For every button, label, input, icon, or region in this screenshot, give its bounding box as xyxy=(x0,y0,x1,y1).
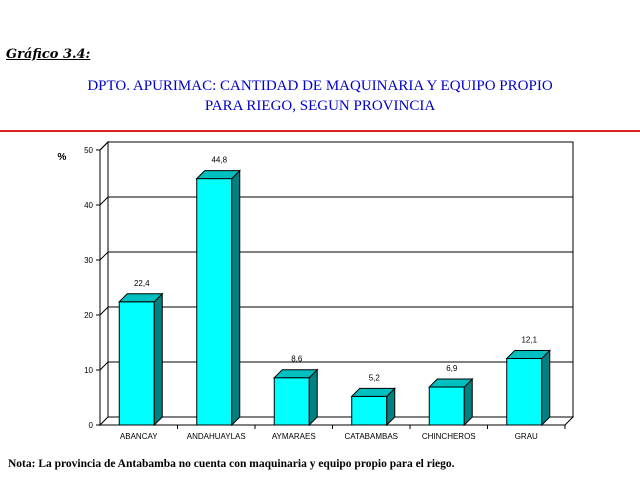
y-tick-label: 10 xyxy=(84,366,93,375)
figure-label: Gráfico 3.4: xyxy=(6,47,91,62)
bar-top xyxy=(273,369,319,379)
bar xyxy=(118,301,155,426)
x-tick-label: ANDAHUAYLAS xyxy=(187,432,246,441)
data-label: 12,1 xyxy=(521,335,537,344)
header-divider xyxy=(0,130,640,132)
bar-side xyxy=(308,368,318,427)
bar-top xyxy=(350,387,396,397)
bar xyxy=(428,386,465,426)
footnote: Nota: La provincia de Antabamba no cuent… xyxy=(8,458,455,470)
data-label: 8,6 xyxy=(291,355,303,364)
data-label: 22,4 xyxy=(134,279,150,288)
bar-side xyxy=(153,292,163,427)
gridline xyxy=(99,306,573,316)
chart-left-wall xyxy=(99,140,109,427)
x-tick-label: GRAU xyxy=(515,432,538,441)
data-label: 44,8 xyxy=(211,156,227,165)
data-label: 6,9 xyxy=(446,364,458,373)
x-tick-label: AYMARAES xyxy=(272,432,316,441)
x-tick-label: CATABAMBAS xyxy=(345,432,399,441)
bar-top xyxy=(195,170,241,180)
bar xyxy=(196,178,233,426)
y-tick-label: 50 xyxy=(84,146,93,155)
bar xyxy=(351,395,388,426)
bar xyxy=(273,377,310,426)
chart-floor xyxy=(98,416,575,426)
gridline xyxy=(99,361,573,371)
chart-title-line2: PARA RIEGO, SEGUN PROVINCIA xyxy=(204,98,436,114)
y-tick-label: 20 xyxy=(84,311,93,320)
y-tick-label: 0 xyxy=(89,421,94,430)
chart-back-wall xyxy=(107,141,574,418)
bar-top xyxy=(505,349,551,359)
bar-chart: 0 10 20 30 40 50% 22,4 ABANCAY 44,8 ANDAHUAYLAS 8,… xyxy=(58,140,575,441)
gridline xyxy=(99,141,573,151)
chart-title-line1: DPTO. APURIMAC: CANTIDAD DE MAQUINARIA Y… xyxy=(87,78,553,94)
data-label: 5,2 xyxy=(369,373,381,382)
gridline xyxy=(99,251,573,261)
bar-side xyxy=(231,169,241,427)
x-tick-label: CHINCHEROS xyxy=(422,432,476,441)
y-tick-label: 40 xyxy=(84,201,93,210)
x-tick-label: ABANCAY xyxy=(120,432,158,441)
y-tick-label: 30 xyxy=(84,256,93,265)
bar xyxy=(506,357,543,426)
bar-top xyxy=(428,378,474,388)
bar-side xyxy=(541,349,551,427)
gridline xyxy=(99,196,573,206)
bar-top xyxy=(118,293,164,303)
y-axis-label: % xyxy=(58,152,67,163)
